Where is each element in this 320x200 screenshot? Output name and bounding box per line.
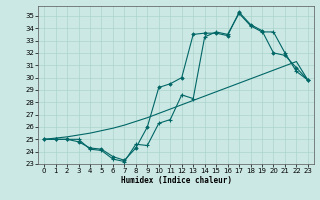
X-axis label: Humidex (Indice chaleur): Humidex (Indice chaleur) (121, 176, 231, 185)
